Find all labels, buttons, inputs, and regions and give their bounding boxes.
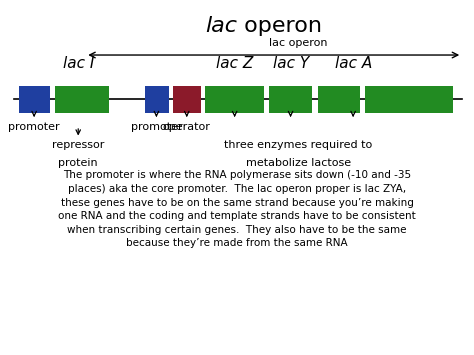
- Bar: [19, 86, 50, 113]
- Text: lac I: lac I: [63, 56, 94, 71]
- Text: operon: operon: [237, 16, 322, 36]
- Text: metabolize lactose: metabolize lactose: [246, 158, 351, 168]
- Bar: [173, 86, 201, 113]
- Text: The promoter is where the RNA polymerase sits down (-10 and -35
places) aka the : The promoter is where the RNA polymerase…: [58, 170, 416, 248]
- Text: three enzymes required to: three enzymes required to: [225, 140, 373, 150]
- Bar: [205, 86, 264, 113]
- Text: lac A: lac A: [335, 56, 372, 71]
- Text: repressor: repressor: [52, 140, 104, 150]
- Text: protein: protein: [58, 158, 98, 168]
- Bar: [365, 86, 453, 113]
- Text: lac operon: lac operon: [269, 38, 328, 48]
- Bar: [55, 86, 109, 113]
- Text: operator: operator: [163, 122, 211, 132]
- Text: lac Y: lac Y: [273, 56, 310, 71]
- Text: lac Z: lac Z: [216, 56, 253, 71]
- Text: promoter: promoter: [131, 122, 182, 132]
- Bar: [269, 86, 312, 113]
- Text: promoter: promoter: [9, 122, 60, 132]
- Bar: [145, 86, 169, 113]
- Text: lac: lac: [205, 16, 237, 36]
- Bar: [318, 86, 360, 113]
